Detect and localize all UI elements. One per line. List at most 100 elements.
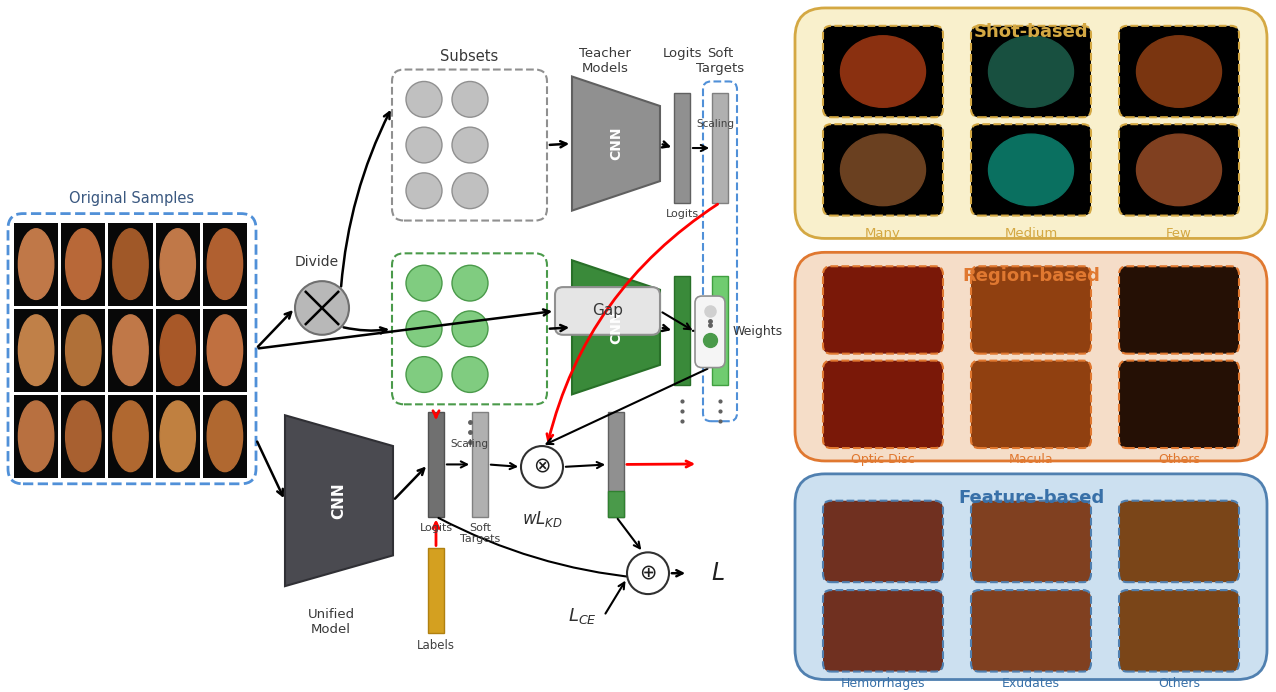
Ellipse shape [18,401,54,472]
FancyBboxPatch shape [823,590,943,671]
Bar [61,309,106,392]
Circle shape [452,356,487,392]
Ellipse shape [1137,36,1221,107]
Bar [156,394,200,478]
FancyBboxPatch shape [1119,266,1239,354]
Bar [14,309,59,392]
FancyBboxPatch shape [823,26,943,117]
Text: Logits: Logits [420,522,453,533]
Bar [108,394,153,478]
Bar [607,491,624,517]
Bar [472,412,487,517]
Text: Shot-based: Shot-based [974,23,1088,41]
Ellipse shape [112,229,148,300]
Ellipse shape [207,401,242,472]
Text: Unified
Model: Unified Model [308,608,355,636]
FancyBboxPatch shape [1119,501,1239,582]
Ellipse shape [18,315,54,385]
Bar [203,394,248,478]
Polygon shape [572,77,660,210]
FancyBboxPatch shape [823,266,943,354]
Circle shape [452,173,487,208]
Bar [427,548,444,632]
Bar [203,223,248,306]
Bar [156,223,200,306]
Text: Medium: Medium [1004,226,1058,239]
FancyBboxPatch shape [8,214,256,484]
FancyBboxPatch shape [392,253,547,404]
Text: Others: Others [1159,453,1199,466]
Ellipse shape [989,134,1073,206]
Circle shape [521,446,563,488]
Bar [203,309,248,392]
Circle shape [627,552,669,594]
Circle shape [295,281,350,335]
Text: Logits: Logits [662,46,702,60]
Circle shape [406,311,441,347]
Circle shape [452,311,487,347]
Text: Many: Many [865,226,901,239]
Bar [712,276,729,385]
Text: Few: Few [1166,226,1192,239]
Bar [108,309,153,392]
Text: CNN: CNN [332,482,347,519]
FancyBboxPatch shape [695,296,725,367]
Polygon shape [572,260,660,394]
Ellipse shape [207,315,242,385]
Bar [14,223,59,306]
Text: Soft
Targets: Soft Targets [695,46,744,75]
Text: $\oplus$: $\oplus$ [639,563,657,583]
FancyBboxPatch shape [392,69,547,221]
Text: Scaling: Scaling [450,439,487,448]
Ellipse shape [112,315,148,385]
Text: Divide: Divide [295,255,339,269]
Bar [14,394,59,478]
FancyBboxPatch shape [795,8,1267,239]
Bar [61,394,106,478]
Polygon shape [285,415,393,586]
Circle shape [406,265,441,301]
Circle shape [452,127,487,163]
Bar [61,223,106,306]
Text: Subsets: Subsets [440,48,499,64]
Ellipse shape [841,134,925,206]
FancyBboxPatch shape [795,253,1267,461]
Bar [156,309,200,392]
Ellipse shape [989,36,1073,107]
Text: Gap: Gap [592,304,623,318]
Bar [674,276,690,385]
Text: $wL_{KD}$: $wL_{KD}$ [522,509,563,529]
Text: Soft
Targets: Soft Targets [459,522,500,544]
Text: Original Samples: Original Samples [69,190,194,206]
Text: Labels: Labels [417,639,456,652]
Bar [108,223,153,306]
FancyBboxPatch shape [971,361,1091,448]
Text: Feature-based: Feature-based [958,489,1104,507]
FancyBboxPatch shape [823,501,943,582]
Text: Macula: Macula [1009,453,1053,466]
Ellipse shape [112,401,148,472]
Ellipse shape [1137,134,1221,206]
Ellipse shape [18,229,54,300]
Bar [607,412,624,517]
Bar [712,93,729,203]
Circle shape [452,82,487,117]
Ellipse shape [160,401,195,472]
Text: Teacher
Models: Teacher Models [579,46,630,75]
Text: CNN: CNN [609,311,623,344]
Text: Exudates: Exudates [1002,677,1060,689]
FancyBboxPatch shape [1119,361,1239,448]
FancyBboxPatch shape [971,501,1091,582]
Ellipse shape [65,401,101,472]
Text: Hemorrhages: Hemorrhages [841,677,925,689]
Text: Others: Others [1159,677,1199,689]
Text: Logits: Logits [666,208,698,219]
FancyBboxPatch shape [823,361,943,448]
Ellipse shape [65,315,101,385]
Ellipse shape [160,315,195,385]
Text: Optic Disc: Optic Disc [851,453,915,466]
Circle shape [406,82,441,117]
FancyBboxPatch shape [823,124,943,216]
FancyBboxPatch shape [971,26,1091,117]
Text: CNN: CNN [609,127,623,161]
